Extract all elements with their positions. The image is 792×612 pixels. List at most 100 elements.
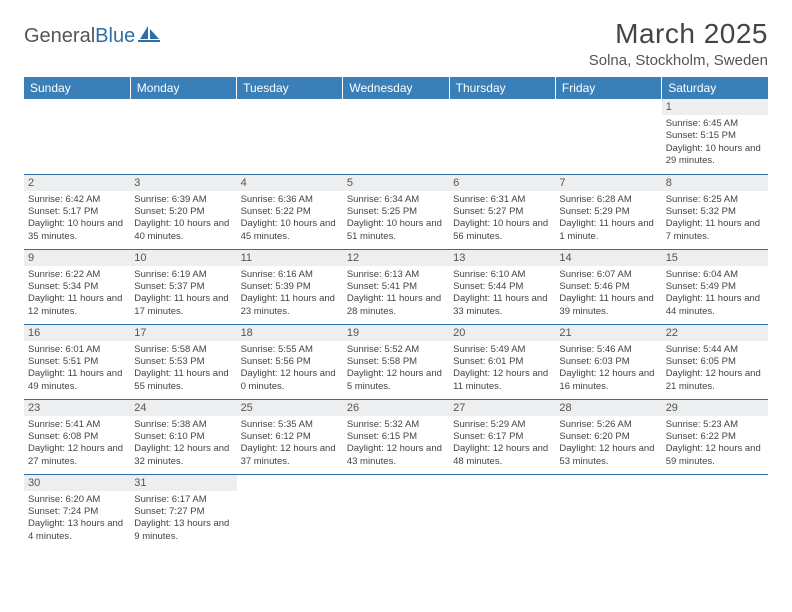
daylight-text: Daylight: 12 hours and 0 minutes. bbox=[241, 368, 339, 393]
calendar-day: 6Sunrise: 6:31 AMSunset: 5:27 PMDaylight… bbox=[449, 174, 555, 249]
day-details: Sunrise: 5:23 AMSunset: 6:22 PMDaylight:… bbox=[662, 416, 768, 472]
calendar-day-empty bbox=[555, 474, 661, 549]
sunrise-text: Sunrise: 6:31 AM bbox=[453, 194, 551, 206]
sunset-text: Sunset: 7:24 PM bbox=[28, 506, 126, 518]
sunset-text: Sunset: 5:27 PM bbox=[453, 206, 551, 218]
sunrise-text: Sunrise: 5:38 AM bbox=[134, 419, 232, 431]
daylight-text: Daylight: 12 hours and 59 minutes. bbox=[666, 443, 764, 468]
daylight-text: Daylight: 11 hours and 1 minute. bbox=[559, 218, 657, 243]
day-details: Sunrise: 6:16 AMSunset: 5:39 PMDaylight:… bbox=[237, 266, 343, 322]
sunrise-text: Sunrise: 5:32 AM bbox=[347, 419, 445, 431]
calendar-day: 27Sunrise: 5:29 AMSunset: 6:17 PMDayligh… bbox=[449, 399, 555, 474]
sunrise-text: Sunrise: 6:10 AM bbox=[453, 269, 551, 281]
sunset-text: Sunset: 6:15 PM bbox=[347, 431, 445, 443]
sunset-text: Sunset: 7:27 PM bbox=[134, 506, 232, 518]
sunrise-text: Sunrise: 6:34 AM bbox=[347, 194, 445, 206]
day-number: 20 bbox=[449, 325, 555, 341]
sunrise-text: Sunrise: 6:07 AM bbox=[559, 269, 657, 281]
calendar-day: 23Sunrise: 5:41 AMSunset: 6:08 PMDayligh… bbox=[24, 399, 130, 474]
calendar-day: 19Sunrise: 5:52 AMSunset: 5:58 PMDayligh… bbox=[343, 324, 449, 399]
calendar-day: 29Sunrise: 5:23 AMSunset: 6:22 PMDayligh… bbox=[662, 399, 768, 474]
header: GeneralBlue March 2025 Solna, Stockholm,… bbox=[24, 18, 768, 69]
calendar-day: 8Sunrise: 6:25 AMSunset: 5:32 PMDaylight… bbox=[662, 174, 768, 249]
sunset-text: Sunset: 5:56 PM bbox=[241, 356, 339, 368]
daylight-text: Daylight: 12 hours and 53 minutes. bbox=[559, 443, 657, 468]
calendar-day: 2Sunrise: 6:42 AMSunset: 5:17 PMDaylight… bbox=[24, 174, 130, 249]
day-details: Sunrise: 6:20 AMSunset: 7:24 PMDaylight:… bbox=[24, 491, 130, 547]
logo: GeneralBlue bbox=[24, 24, 160, 48]
sunset-text: Sunset: 6:22 PM bbox=[666, 431, 764, 443]
day-details: Sunrise: 5:32 AMSunset: 6:15 PMDaylight:… bbox=[343, 416, 449, 472]
daylight-text: Daylight: 11 hours and 23 minutes. bbox=[241, 293, 339, 318]
sunrise-text: Sunrise: 6:17 AM bbox=[134, 494, 232, 506]
weekday-header: Sunday bbox=[24, 77, 130, 99]
sunset-text: Sunset: 6:10 PM bbox=[134, 431, 232, 443]
weekday-header: Tuesday bbox=[237, 77, 343, 99]
sunrise-text: Sunrise: 6:20 AM bbox=[28, 494, 126, 506]
sunset-text: Sunset: 5:34 PM bbox=[28, 281, 126, 293]
day-details: Sunrise: 6:36 AMSunset: 5:22 PMDaylight:… bbox=[237, 191, 343, 247]
sunset-text: Sunset: 6:01 PM bbox=[453, 356, 551, 368]
day-number: 16 bbox=[24, 325, 130, 341]
logo-text-1: General bbox=[24, 25, 95, 48]
daylight-text: Daylight: 11 hours and 28 minutes. bbox=[347, 293, 445, 318]
day-number: 10 bbox=[130, 250, 236, 266]
sunset-text: Sunset: 5:49 PM bbox=[666, 281, 764, 293]
day-number: 15 bbox=[662, 250, 768, 266]
sunset-text: Sunset: 5:41 PM bbox=[347, 281, 445, 293]
calendar-week: 16Sunrise: 6:01 AMSunset: 5:51 PMDayligh… bbox=[24, 324, 768, 399]
calendar-day-empty bbox=[555, 99, 661, 174]
sunrise-text: Sunrise: 6:25 AM bbox=[666, 194, 764, 206]
sunrise-text: Sunrise: 5:44 AM bbox=[666, 344, 764, 356]
sunrise-text: Sunrise: 5:41 AM bbox=[28, 419, 126, 431]
calendar-day: 10Sunrise: 6:19 AMSunset: 5:37 PMDayligh… bbox=[130, 249, 236, 324]
calendar-day: 13Sunrise: 6:10 AMSunset: 5:44 PMDayligh… bbox=[449, 249, 555, 324]
day-details: Sunrise: 6:34 AMSunset: 5:25 PMDaylight:… bbox=[343, 191, 449, 247]
calendar-day: 15Sunrise: 6:04 AMSunset: 5:49 PMDayligh… bbox=[662, 249, 768, 324]
sunset-text: Sunset: 5:37 PM bbox=[134, 281, 232, 293]
day-number: 18 bbox=[237, 325, 343, 341]
calendar-day-empty bbox=[343, 99, 449, 174]
sunset-text: Sunset: 5:53 PM bbox=[134, 356, 232, 368]
sunrise-text: Sunrise: 5:52 AM bbox=[347, 344, 445, 356]
day-details: Sunrise: 6:39 AMSunset: 5:20 PMDaylight:… bbox=[130, 191, 236, 247]
sunrise-text: Sunrise: 6:19 AM bbox=[134, 269, 232, 281]
daylight-text: Daylight: 11 hours and 44 minutes. bbox=[666, 293, 764, 318]
daylight-text: Daylight: 13 hours and 9 minutes. bbox=[134, 518, 232, 543]
sunrise-text: Sunrise: 6:42 AM bbox=[28, 194, 126, 206]
daylight-text: Daylight: 12 hours and 37 minutes. bbox=[241, 443, 339, 468]
weekday-header: Monday bbox=[130, 77, 236, 99]
daylight-text: Daylight: 10 hours and 45 minutes. bbox=[241, 218, 339, 243]
calendar-day: 25Sunrise: 5:35 AMSunset: 6:12 PMDayligh… bbox=[237, 399, 343, 474]
weekday-header: Friday bbox=[555, 77, 661, 99]
calendar-day: 22Sunrise: 5:44 AMSunset: 6:05 PMDayligh… bbox=[662, 324, 768, 399]
daylight-text: Daylight: 12 hours and 43 minutes. bbox=[347, 443, 445, 468]
day-details: Sunrise: 6:42 AMSunset: 5:17 PMDaylight:… bbox=[24, 191, 130, 247]
day-number: 28 bbox=[555, 400, 661, 416]
title-block: March 2025 Solna, Stockholm, Sweden bbox=[589, 18, 768, 69]
calendar-day: 5Sunrise: 6:34 AMSunset: 5:25 PMDaylight… bbox=[343, 174, 449, 249]
sunrise-text: Sunrise: 5:55 AM bbox=[241, 344, 339, 356]
day-details: Sunrise: 5:38 AMSunset: 6:10 PMDaylight:… bbox=[130, 416, 236, 472]
day-details: Sunrise: 6:28 AMSunset: 5:29 PMDaylight:… bbox=[555, 191, 661, 247]
calendar-week: 1Sunrise: 6:45 AMSunset: 5:15 PMDaylight… bbox=[24, 99, 768, 174]
sunset-text: Sunset: 6:17 PM bbox=[453, 431, 551, 443]
daylight-text: Daylight: 10 hours and 40 minutes. bbox=[134, 218, 232, 243]
daylight-text: Daylight: 11 hours and 39 minutes. bbox=[559, 293, 657, 318]
calendar-day: 11Sunrise: 6:16 AMSunset: 5:39 PMDayligh… bbox=[237, 249, 343, 324]
calendar-day: 12Sunrise: 6:13 AMSunset: 5:41 PMDayligh… bbox=[343, 249, 449, 324]
calendar-day: 18Sunrise: 5:55 AMSunset: 5:56 PMDayligh… bbox=[237, 324, 343, 399]
calendar-day: 4Sunrise: 6:36 AMSunset: 5:22 PMDaylight… bbox=[237, 174, 343, 249]
daylight-text: Daylight: 10 hours and 56 minutes. bbox=[453, 218, 551, 243]
day-number: 5 bbox=[343, 175, 449, 191]
day-number: 21 bbox=[555, 325, 661, 341]
day-details: Sunrise: 5:55 AMSunset: 5:56 PMDaylight:… bbox=[237, 341, 343, 397]
daylight-text: Daylight: 11 hours and 33 minutes. bbox=[453, 293, 551, 318]
daylight-text: Daylight: 12 hours and 5 minutes. bbox=[347, 368, 445, 393]
calendar-day-empty bbox=[662, 474, 768, 549]
calendar-week: 2Sunrise: 6:42 AMSunset: 5:17 PMDaylight… bbox=[24, 174, 768, 249]
sunset-text: Sunset: 5:17 PM bbox=[28, 206, 126, 218]
calendar-day: 21Sunrise: 5:46 AMSunset: 6:03 PMDayligh… bbox=[555, 324, 661, 399]
sunrise-text: Sunrise: 6:01 AM bbox=[28, 344, 126, 356]
day-number: 23 bbox=[24, 400, 130, 416]
